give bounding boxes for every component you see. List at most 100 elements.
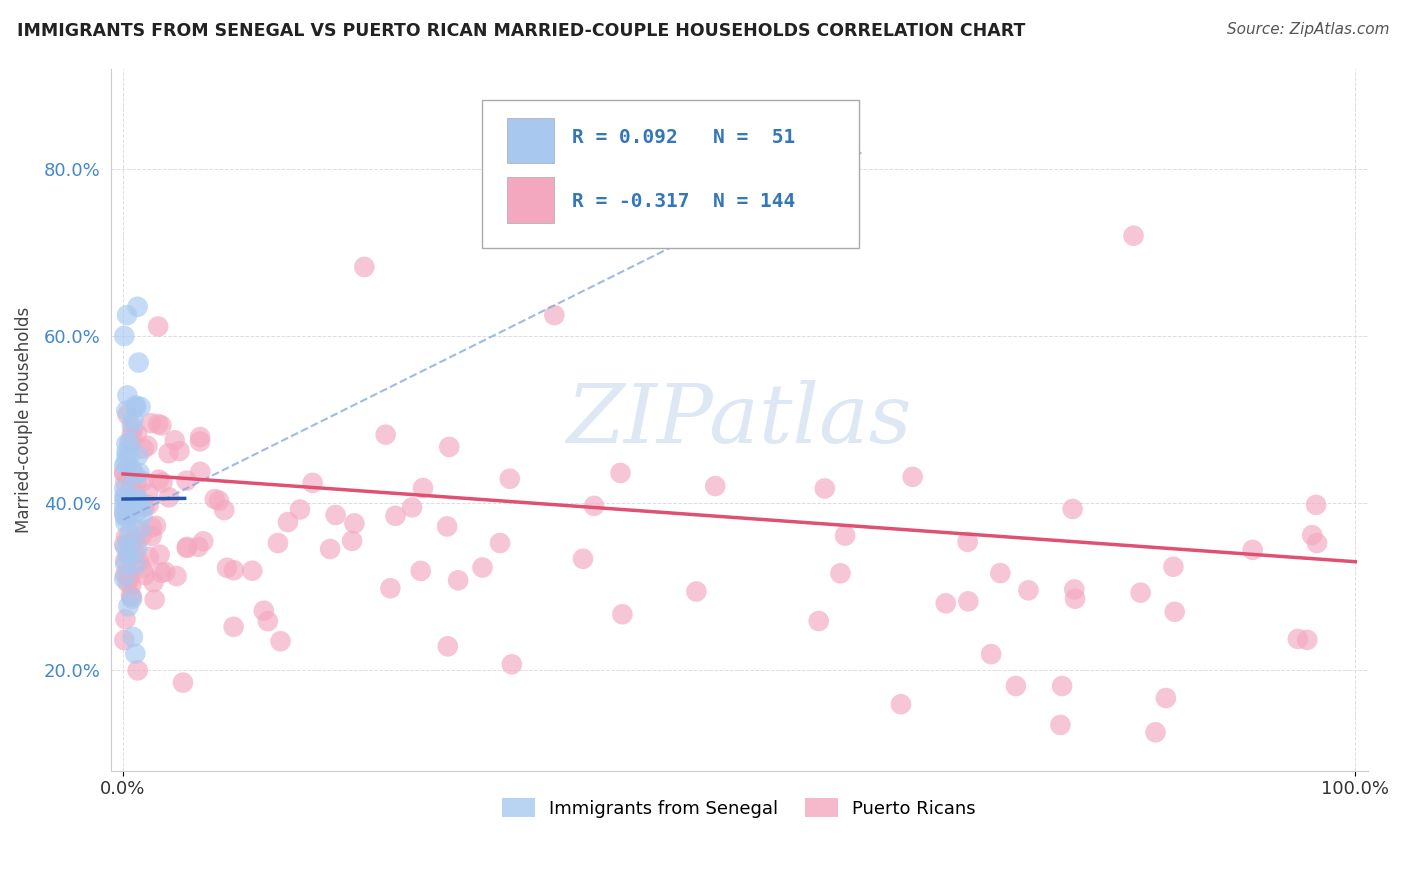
Point: [124, 398, 146, 412]
Point: [1241, 542, 1264, 557]
Point: [830, 566, 852, 581]
Point: [115, 445, 138, 459]
Point: [115, 450, 138, 464]
Point: [115, 568, 138, 582]
Point: [1163, 605, 1185, 619]
Point: [988, 566, 1011, 580]
Point: [132, 475, 155, 489]
Point: [112, 466, 135, 480]
Point: [118, 527, 141, 541]
Point: [115, 308, 138, 322]
Point: [1129, 585, 1152, 599]
Point: [112, 500, 135, 515]
Point: [172, 675, 194, 690]
Point: [1049, 718, 1071, 732]
Point: [374, 427, 396, 442]
Point: [124, 558, 146, 572]
Point: [117, 509, 139, 524]
Point: [543, 308, 565, 322]
Point: [127, 449, 149, 463]
Point: [114, 493, 136, 508]
Point: [129, 523, 152, 537]
Point: [150, 566, 173, 580]
Point: [115, 437, 138, 451]
Point: [807, 614, 830, 628]
Point: [1286, 632, 1309, 646]
Point: [134, 568, 156, 582]
Point: [501, 657, 523, 672]
Point: [612, 607, 634, 622]
Point: [121, 463, 143, 477]
Point: [115, 529, 138, 543]
Point: [1063, 582, 1085, 597]
Point: [117, 408, 139, 422]
Point: [253, 604, 276, 618]
Point: [124, 547, 146, 561]
Point: [814, 482, 837, 496]
Point: [125, 401, 148, 415]
Point: [935, 596, 957, 610]
Point: [1062, 502, 1084, 516]
Point: [134, 500, 156, 514]
Point: [704, 479, 727, 493]
Point: [956, 534, 979, 549]
Point: [157, 491, 180, 505]
Point: [437, 640, 460, 654]
Point: [890, 697, 912, 711]
Point: [380, 582, 402, 596]
Point: [145, 518, 167, 533]
Point: [131, 508, 153, 522]
Point: [127, 541, 149, 556]
Point: [127, 504, 149, 518]
Point: [150, 418, 173, 433]
Point: [121, 427, 143, 442]
Point: [121, 590, 143, 604]
Point: [187, 540, 209, 554]
Point: [1064, 591, 1087, 606]
Point: [127, 300, 149, 314]
Point: [1050, 679, 1073, 693]
Point: [114, 554, 136, 568]
Point: [112, 458, 135, 473]
Point: [117, 500, 139, 514]
Point: [122, 630, 145, 644]
Point: [489, 536, 512, 550]
Point: [114, 516, 136, 530]
Point: [128, 356, 150, 370]
Point: [176, 541, 198, 555]
Point: [148, 473, 170, 487]
Legend: Immigrants from Senegal, Puerto Ricans: Immigrants from Senegal, Puerto Ricans: [495, 791, 983, 825]
Y-axis label: Married-couple Households: Married-couple Households: [15, 307, 32, 533]
Point: [136, 486, 159, 500]
Point: [188, 434, 211, 449]
Point: [1301, 528, 1323, 542]
Point: [117, 599, 139, 614]
Point: [128, 466, 150, 480]
Point: [222, 620, 245, 634]
Point: [112, 633, 135, 648]
Point: [127, 491, 149, 505]
Point: [127, 523, 149, 537]
Point: [112, 508, 135, 522]
Point: [124, 468, 146, 483]
Point: [114, 510, 136, 524]
Point: [136, 439, 159, 453]
Point: [139, 416, 162, 430]
Point: [301, 475, 323, 490]
Point: [146, 319, 169, 334]
Point: [131, 529, 153, 543]
Point: [163, 434, 186, 448]
Point: [120, 435, 142, 450]
Point: [257, 614, 280, 628]
Point: [1163, 559, 1185, 574]
Point: [957, 594, 980, 608]
Point: [141, 529, 163, 543]
Point: [1017, 583, 1039, 598]
Point: [121, 417, 143, 432]
Point: [120, 535, 142, 549]
Point: [152, 475, 174, 490]
FancyBboxPatch shape: [506, 178, 554, 223]
Point: [288, 502, 311, 516]
Text: R = -0.317  N = 144: R = -0.317 N = 144: [572, 193, 796, 211]
Point: [131, 561, 153, 575]
